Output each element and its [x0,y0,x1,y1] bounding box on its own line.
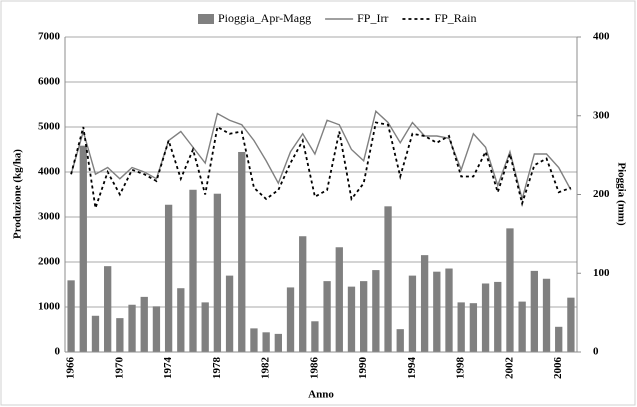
legend-label: Pioggia_Apr-Magg [218,11,311,25]
bar [420,255,429,352]
y2-tick-label: 400 [593,31,610,43]
bar [225,275,234,352]
y-tick-label: 6000 [38,76,61,88]
y-tick-label: 5000 [38,121,61,133]
y-axis-label: Produzione (kg/ha) [12,149,24,239]
y-tick-label: 2000 [38,256,61,268]
y-tick-label: 1000 [38,301,61,313]
bar [542,278,551,352]
y2-tick-label: 0 [593,346,599,358]
x-tick-label: 1974 [162,357,174,380]
bar [555,326,563,352]
bar [299,236,307,352]
legend-swatch [198,14,214,24]
bar [396,329,404,352]
bar [213,193,222,352]
legend-label: FP_Irr [357,11,388,25]
x-tick-label: 1978 [211,357,223,380]
line-series [70,109,572,202]
legend-label: FP_Rain [434,11,476,25]
y2-tick-label: 300 [593,109,610,121]
bar [457,302,465,352]
x-tick-label: 1970 [113,357,125,380]
y-tick-label: 4000 [38,166,61,178]
bar [445,268,453,352]
bar [323,281,331,352]
x-tick-label: 1986 [308,357,320,380]
bar [481,283,490,352]
bar [79,145,87,352]
bar [91,315,100,352]
bar [116,318,124,352]
bar [372,270,380,352]
bar [262,332,270,352]
x-tick-label: 1982 [260,357,272,380]
bar [164,204,173,352]
bar [250,328,258,352]
y-tick-label: 3000 [38,211,61,223]
y2-tick-label: 200 [593,188,610,200]
y-tick-label: 0 [55,346,61,358]
bar [408,275,417,352]
bar [286,287,295,352]
x-tick-label: 2002 [503,357,515,380]
bar [360,281,368,352]
x-tick-label: 1998 [455,357,467,380]
line-series [70,121,572,209]
bar [347,286,356,352]
bar [128,304,136,352]
bar [518,301,526,352]
bar [311,321,319,352]
bar [335,247,343,352]
bar [104,266,112,352]
x-tick-label: 1994 [406,357,418,380]
bar [567,297,575,352]
bar [238,151,246,352]
bar [530,270,538,352]
bar [506,228,514,352]
bar [189,189,197,352]
bar [274,333,282,352]
bar [469,303,478,352]
x-tick-label: 1990 [357,357,369,380]
bar [67,280,75,352]
bar [152,306,161,352]
bar [494,281,502,352]
bar [384,206,392,352]
x-tick-label: 1966 [65,357,77,380]
bar [433,271,441,352]
y2-tick-label: 100 [593,267,610,279]
x-axis-label: Anno [308,389,334,401]
y-tick-label: 7000 [38,31,61,43]
bar [177,288,185,352]
x-tick-label: 2006 [552,357,564,380]
y2-axis-label: Pioggia (mm) [615,162,627,226]
bar [201,302,209,352]
bar [140,296,148,352]
